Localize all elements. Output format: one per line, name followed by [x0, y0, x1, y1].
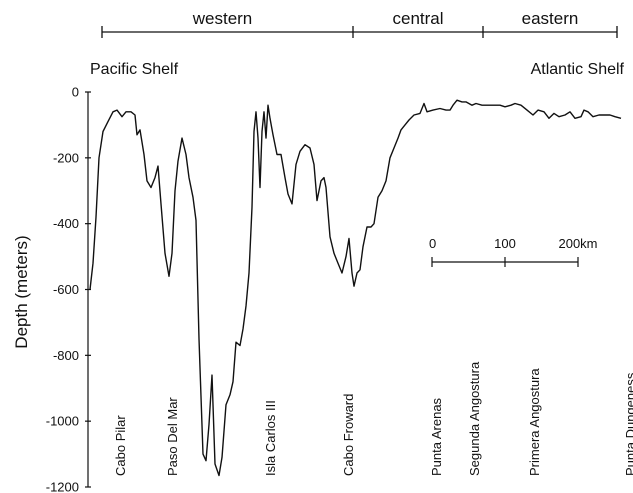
atlantic-shelf-label: Atlantic Shelf	[531, 61, 625, 78]
y-tick-label: -400	[53, 216, 79, 231]
location-label: Punta Arenas	[429, 397, 444, 476]
location-label: Primera Angostura	[527, 368, 542, 476]
region-label-eastern: eastern	[522, 9, 579, 28]
series-layer	[89, 99, 622, 477]
scale-bar: 0 100 200km	[429, 236, 598, 267]
y-tick-label: 0	[72, 85, 79, 100]
region-label-western: western	[192, 9, 253, 28]
region-label-central: central	[392, 9, 443, 28]
location-label: Punta Dungeness	[623, 372, 633, 476]
y-tick-label: -1200	[46, 480, 79, 493]
location-label: Cabo Pilar	[113, 415, 128, 476]
y-axis-label: Depth (meters)	[12, 235, 31, 348]
location-labels: Cabo Pilar Paso Del Mar Isla Carlos III Cab…	[113, 361, 633, 476]
depth-profile-line	[89, 99, 622, 477]
location-label: Cabo Froward	[341, 394, 356, 476]
pacific-shelf-label: Pacific Shelf	[90, 61, 179, 78]
y-axis-ticks: 0 -200 -400 -600 -800 -1000 -1200	[46, 85, 91, 493]
y-tick-label: -200	[53, 150, 79, 165]
y-tick-label: -600	[53, 282, 79, 297]
location-label: Paso Del Mar	[165, 397, 180, 476]
scale-bar-label: 0	[429, 236, 436, 251]
region-bar: western central eastern	[101, 9, 618, 38]
y-tick-label: -1000	[46, 414, 79, 429]
scale-bar-label: 100	[494, 236, 516, 251]
y-tick-label: -800	[53, 348, 79, 363]
location-label: Segunda Angostura	[467, 361, 482, 476]
scale-bar-label: 200km	[558, 236, 597, 251]
location-label: Isla Carlos III	[263, 400, 278, 476]
